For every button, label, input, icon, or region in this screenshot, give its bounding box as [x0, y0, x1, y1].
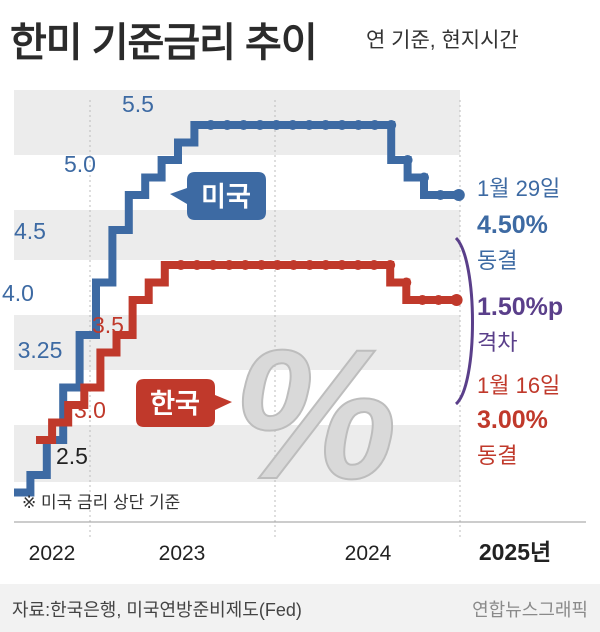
- kr-latest-status: 동결: [477, 443, 517, 468]
- step-label-kr: 3.0: [74, 397, 106, 423]
- data-point: [353, 120, 364, 130]
- legend-label-kr: 한국: [150, 389, 200, 419]
- data-point: [224, 260, 235, 270]
- x-tick-label: 2022: [29, 542, 76, 565]
- data-point: [402, 155, 413, 165]
- series-dots-us: [205, 120, 465, 201]
- background-band: [14, 425, 460, 482]
- data-point: [287, 120, 298, 130]
- step-label-us: 5.5: [122, 91, 154, 117]
- gap-label: 격차: [477, 330, 517, 355]
- legend-badge-us: 미국: [170, 172, 266, 220]
- step-label-kr: 3.5: [92, 312, 124, 338]
- data-point: [401, 277, 412, 288]
- gap-bracket: [454, 236, 474, 406]
- kr-latest-rate: 3.00%: [477, 406, 548, 434]
- legend-badge-kr: 한국: [136, 379, 232, 427]
- step-label-us: 4.0: [2, 280, 34, 306]
- chart-note: ※ 미국 금리 상단 기준: [22, 493, 180, 512]
- data-point: [386, 120, 397, 130]
- chart-subtitle: 연 기준, 현지시간: [366, 29, 519, 52]
- data-point: [419, 172, 429, 183]
- source-text: 자료:한국은행, 미국연방준비제도(Fed): [12, 600, 302, 620]
- data-point: [208, 260, 219, 270]
- credit-text: 연합뉴스그래픽: [472, 600, 588, 620]
- x-axis-ticks: 2022 2023 2024 2025년: [29, 539, 552, 565]
- series-line-us: [14, 121, 457, 497]
- footer-band: [0, 584, 600, 632]
- data-point: [288, 260, 299, 270]
- data-point: [369, 260, 380, 270]
- data-point: [304, 120, 315, 130]
- latest-point-kr: [450, 294, 463, 306]
- data-point: [256, 260, 267, 270]
- chart-title: 한미 기준금리 추이: [10, 21, 318, 65]
- step-label-kr: 2.5: [56, 443, 88, 469]
- data-point: [238, 120, 249, 130]
- background-bands: [14, 90, 460, 482]
- data-point: [337, 120, 347, 130]
- step-label-us: 5.0: [64, 151, 96, 177]
- data-point: [353, 260, 363, 270]
- data-point: [205, 120, 216, 130]
- data-point: [336, 260, 347, 270]
- series-dots-kr: [175, 260, 463, 306]
- data-point: [304, 260, 315, 270]
- latest-point-us: [452, 189, 465, 201]
- step-labels-us: 3.25 4.0 4.5 5.0 5.5: [2, 91, 154, 363]
- data-point: [320, 260, 331, 270]
- step-labels-kr: 2.5 3.0 3.5: [56, 312, 124, 469]
- x-tick-label: 2025년: [479, 539, 551, 565]
- data-point: [271, 120, 282, 130]
- data-point: [175, 260, 186, 270]
- data-point: [435, 190, 446, 200]
- data-point: [385, 260, 396, 270]
- data-point: [222, 120, 233, 130]
- data-point: [240, 260, 251, 270]
- step-label-us: 3.25: [18, 337, 63, 363]
- us-latest-date: 1월 29일: [477, 176, 560, 201]
- x-tick-label: 2024: [345, 542, 392, 565]
- data-point: [192, 260, 202, 270]
- data-point: [320, 120, 331, 130]
- background-band: [14, 315, 460, 370]
- gap-value: 1.50%p: [477, 293, 563, 321]
- data-point: [255, 120, 265, 130]
- x-tick-label: 2023: [159, 542, 206, 565]
- data-point: [417, 295, 428, 305]
- us-latest-rate: 4.50%: [477, 211, 548, 239]
- us-latest-status: 동결: [477, 248, 517, 273]
- data-point: [369, 120, 380, 130]
- kr-latest-date: 1월 16일: [477, 373, 560, 398]
- data-point: [433, 295, 444, 305]
- data-point: [272, 260, 283, 270]
- percent-decoration: %: [233, 312, 398, 518]
- year-gridlines: [89, 100, 461, 540]
- rate-chart: % 3.25 4.0 4.5 5.0 5.5 2.5 3.0 3.5 미국 한국 1월 29…: [2, 90, 586, 565]
- step-label-us: 4.5: [14, 218, 46, 244]
- legend-label-us: 미국: [201, 182, 251, 212]
